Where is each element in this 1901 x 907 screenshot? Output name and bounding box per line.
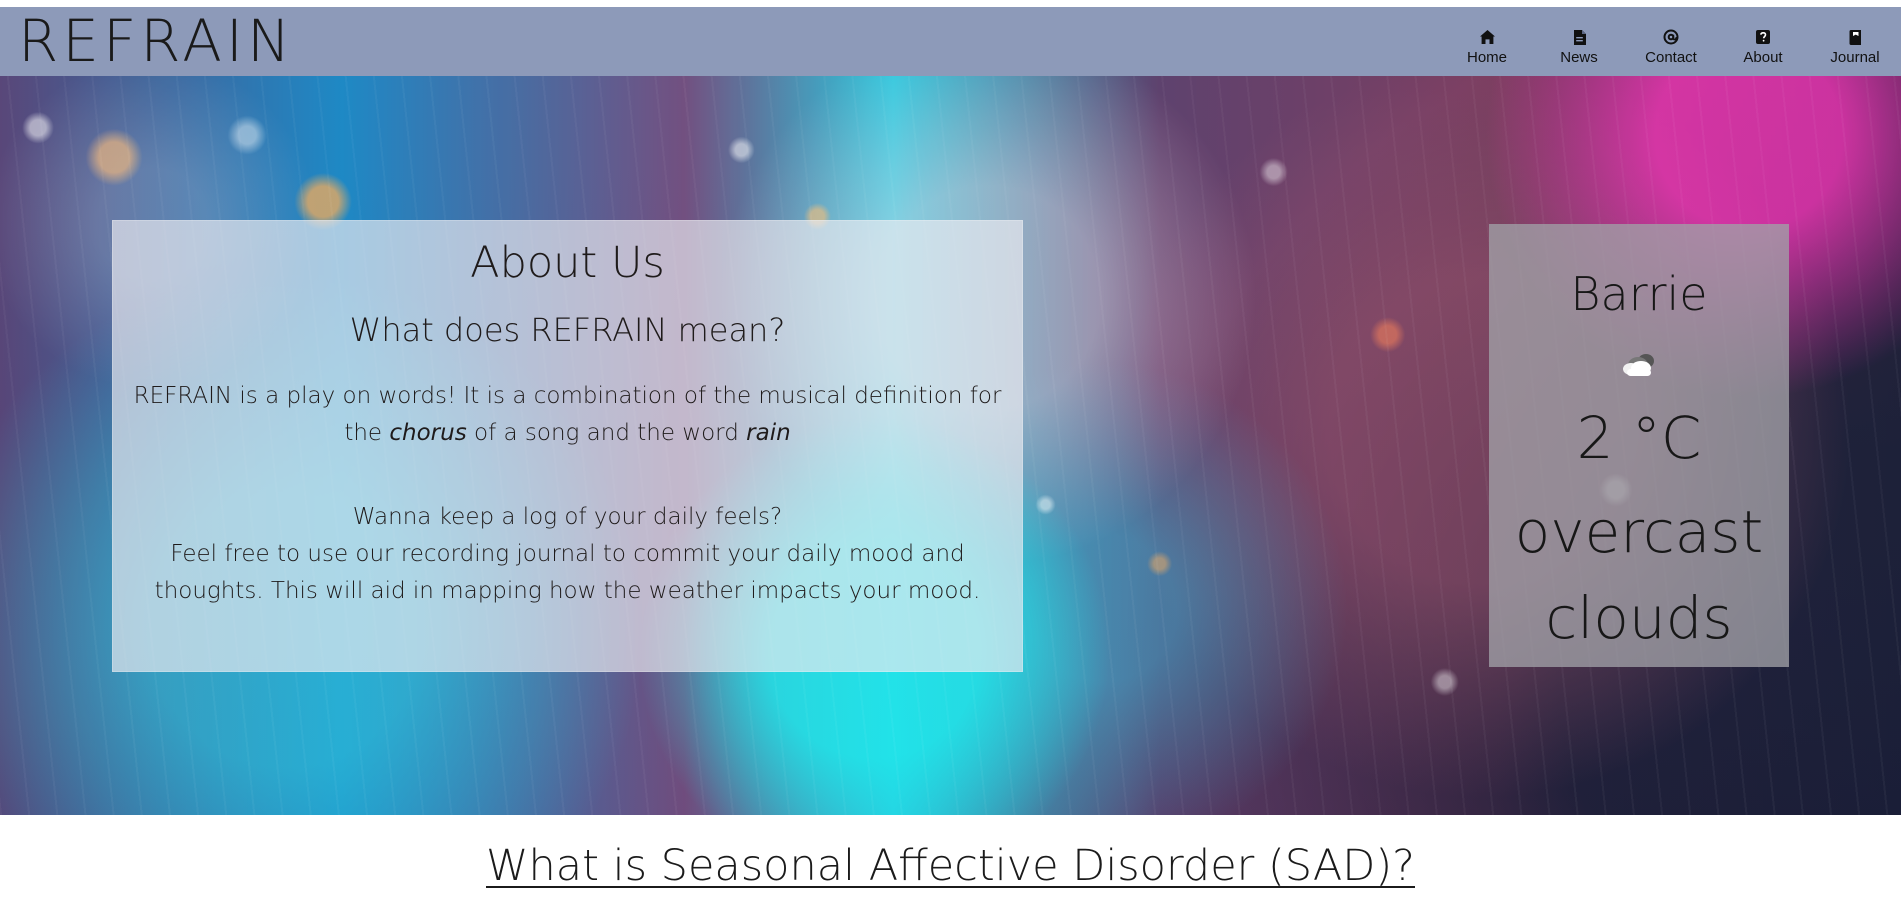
nav-label-news: News: [1560, 49, 1598, 66]
cloud-icon: [1621, 351, 1659, 379]
nav-label-journal: Journal: [1830, 49, 1880, 66]
document-icon: [1570, 28, 1588, 46]
nav-label-about: About: [1743, 49, 1783, 66]
brand-logo-text[interactable]: REFRAIN: [18, 7, 295, 75]
journal-copy: Feel free to use our recording journal t…: [154, 541, 981, 604]
nav-item-contact[interactable]: Contact: [1625, 14, 1717, 83]
nav-item-home[interactable]: Home: [1441, 14, 1533, 83]
nav-label-contact: Contact: [1645, 49, 1697, 66]
rain-emphasis: rain: [746, 420, 791, 446]
home-icon: [1478, 28, 1496, 46]
question-icon: [1754, 28, 1772, 46]
nav-item-journal[interactable]: Journal: [1809, 14, 1901, 83]
weather-widget: Barrie 2 °C overcast clouds: [1489, 224, 1789, 667]
weather-description: overcast clouds: [1514, 498, 1764, 652]
about-us-panel: About Us What does REFRAIN mean? REFRAIN…: [112, 220, 1023, 672]
journal-invitation: Wanna keep a log of your daily feels? Fe…: [120, 499, 1015, 610]
about-subtitle: What does REFRAIN mean?: [349, 311, 786, 349]
sad-section-heading: What is Seasonal Affective Disorder (SAD…: [486, 841, 1415, 891]
at-icon: [1662, 28, 1680, 46]
nav-item-about[interactable]: About: [1717, 14, 1809, 83]
hero-rain-background: About Us What does REFRAIN mean? REFRAIN…: [0, 76, 1901, 815]
refrain-copy-middle: of a song and the word: [466, 420, 747, 446]
refrain-explanation: REFRAIN is a play on words! It is a comb…: [120, 378, 1015, 452]
journal-question: Wanna keep a log of your daily feels?: [352, 504, 783, 530]
nav-item-news[interactable]: News: [1533, 14, 1625, 83]
weather-city: Barrie: [1570, 267, 1708, 321]
weather-temperature: 2 °C: [1576, 404, 1702, 472]
main-navigation: Home News: [1441, 14, 1901, 83]
top-navigation-bar: REFRAIN Home: [0, 7, 1901, 76]
book-icon: [1846, 28, 1864, 46]
about-title: About Us: [470, 238, 665, 288]
chorus-emphasis: chorus: [389, 420, 467, 446]
nav-label-home: Home: [1466, 49, 1507, 66]
refrain-copy-before: REFRAIN is a play on words! It is a comb…: [133, 383, 1002, 446]
